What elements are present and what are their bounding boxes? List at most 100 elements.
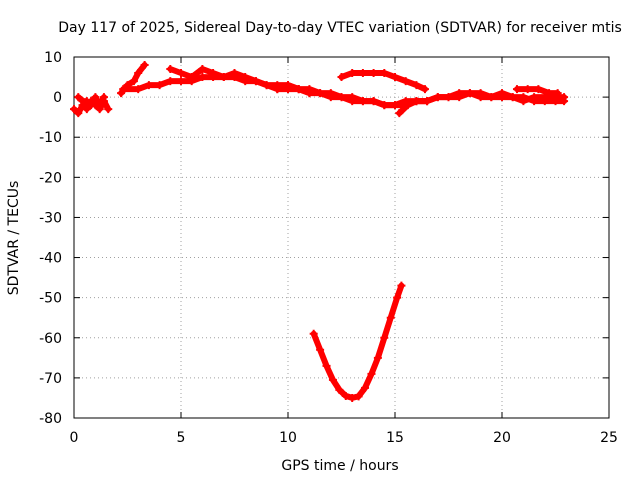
x-tick-label: 20 <box>493 430 511 446</box>
x-tick-label: 25 <box>600 430 618 446</box>
y-tick-label: -50 <box>39 291 62 307</box>
data-point <box>476 93 485 102</box>
data-point <box>241 73 250 82</box>
data-point <box>337 93 346 102</box>
data-point <box>134 69 143 78</box>
data-point <box>316 89 325 98</box>
data-point <box>540 97 549 106</box>
data-point <box>262 81 271 90</box>
series-line <box>274 82 313 97</box>
data-point <box>369 97 378 106</box>
data-point <box>373 353 382 362</box>
data-point <box>219 73 228 82</box>
data-point <box>498 89 506 98</box>
data-point <box>420 85 429 94</box>
data-point <box>534 85 543 94</box>
series-line <box>310 282 405 401</box>
data-point <box>305 89 314 98</box>
data-point <box>166 65 175 74</box>
y-tick-label: -80 <box>39 411 62 427</box>
data-point <box>545 89 554 98</box>
y-tick-label: -40 <box>39 251 62 267</box>
grid-lines <box>74 57 609 418</box>
data-point <box>209 69 218 78</box>
y-tick-label: -30 <box>39 210 62 226</box>
data-point <box>433 93 442 102</box>
data-point <box>354 392 363 401</box>
data-point <box>230 69 239 78</box>
data-point <box>326 89 335 98</box>
data-point <box>316 345 325 354</box>
x-tick-label: 5 <box>177 430 186 446</box>
data-point <box>328 375 337 384</box>
data-point <box>391 101 399 110</box>
series-arc-2 <box>74 93 108 110</box>
data-point <box>198 73 207 82</box>
data-point <box>369 69 378 78</box>
data-point <box>166 77 175 86</box>
data-point <box>380 101 389 110</box>
data-point <box>553 89 562 98</box>
data-point <box>140 61 149 70</box>
data-point <box>82 105 91 114</box>
data-point <box>348 93 357 102</box>
data-point <box>465 89 474 98</box>
data-point <box>412 81 421 90</box>
series-line <box>338 70 428 93</box>
data-point <box>177 77 185 86</box>
data-point <box>99 93 108 102</box>
y-tick-label: -20 <box>39 170 62 186</box>
series-arc-10 <box>309 281 406 402</box>
axis-ticks: 0 5 10 15 20 25 10 0 -10 -20 -30 -40 -50 -60 -70 -80 <box>39 50 618 446</box>
y-tick-label: -10 <box>39 130 62 146</box>
series-arc-7 <box>337 69 429 94</box>
data-point <box>82 97 91 106</box>
data-point <box>512 85 521 94</box>
data-point <box>91 93 100 102</box>
data-point <box>119 85 128 94</box>
data-point <box>523 85 532 94</box>
data-point <box>519 93 528 102</box>
data-point <box>412 97 421 106</box>
data-point <box>74 93 83 102</box>
data-point <box>322 361 331 370</box>
x-tick-label: 10 <box>279 430 297 446</box>
data-point <box>309 329 318 338</box>
y-tick-label: -60 <box>39 331 62 347</box>
data-point <box>393 293 402 302</box>
data-point <box>144 81 153 90</box>
data-series <box>70 61 569 402</box>
data-point <box>155 81 164 90</box>
data-point <box>391 73 399 82</box>
data-point <box>337 73 346 82</box>
data-point <box>187 73 196 82</box>
y-axis-label: SDTVAR / TECUs <box>6 181 22 296</box>
data-point <box>367 369 376 378</box>
data-point <box>403 101 412 110</box>
data-point <box>251 77 260 86</box>
data-point <box>95 101 104 110</box>
data-point <box>273 85 282 94</box>
data-point <box>341 391 350 400</box>
x-axis-label: GPS time / hours <box>281 458 398 474</box>
data-point <box>284 81 292 90</box>
data-point <box>358 97 367 106</box>
data-point <box>508 93 517 102</box>
x-tick-label: 0 <box>70 430 79 446</box>
data-point <box>401 77 410 86</box>
data-point <box>386 313 395 322</box>
y-tick-label: 10 <box>44 50 62 66</box>
series-arc-8 <box>395 97 432 118</box>
data-point <box>380 333 389 342</box>
data-point <box>348 393 357 402</box>
series-arc-6 <box>273 81 314 98</box>
data-point <box>129 77 138 86</box>
data-point <box>361 383 370 392</box>
y-tick-label: -70 <box>39 371 62 387</box>
y-tick-label: 0 <box>53 90 62 106</box>
data-point <box>444 93 453 102</box>
x-tick-label: 15 <box>386 430 404 446</box>
data-point <box>348 69 357 78</box>
data-point <box>104 105 113 114</box>
data-point <box>423 97 432 106</box>
